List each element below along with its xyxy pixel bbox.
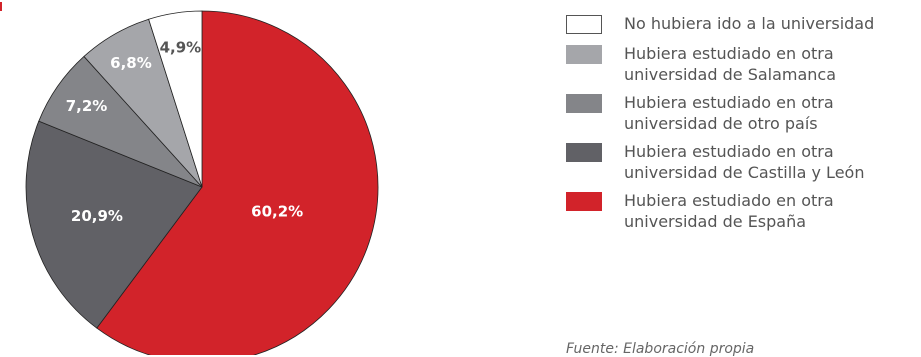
slice-value-label: 7,2% xyxy=(66,97,108,115)
pie-slices xyxy=(25,10,379,355)
legend-swatch xyxy=(566,45,602,64)
legend-label: universidad de Castilla y León xyxy=(624,163,865,182)
legend-label: universidad de España xyxy=(624,212,807,231)
pie-slice xyxy=(148,10,203,188)
legend-label: Hubiera estudiado en otra xyxy=(624,142,834,161)
legend-label: Hubiera estudiado en otra xyxy=(624,191,834,210)
pie-labels: 60,2% 20,9% 7,2% 6,8% 4,9% xyxy=(66,38,303,225)
legend-item: Hubiera estudiado en otra universidad de … xyxy=(566,92,874,134)
legend-label: universidad de otro país xyxy=(624,114,818,133)
legend-swatch xyxy=(566,143,602,162)
legend-item: No hubiera ido a la universidad xyxy=(566,13,874,34)
legend-label: universidad de Salamanca xyxy=(624,65,837,84)
legend-item: Hubiera estudiado en otra universidad de … xyxy=(566,190,874,232)
legend-swatch xyxy=(566,94,602,113)
pie-slice xyxy=(96,10,379,355)
slice-value-label: 20,9% xyxy=(71,207,123,225)
legend-swatch xyxy=(566,192,602,211)
corner-mark xyxy=(0,2,2,11)
slice-value-label: 60,2% xyxy=(251,202,303,220)
pie-slice xyxy=(25,120,203,329)
legend-label: No hubiera ido a la universidad xyxy=(624,14,875,33)
legend-swatch xyxy=(566,15,602,34)
legend-item: Hubiera estudiado en otra universidad de … xyxy=(566,141,874,183)
legend-label: Hubiera estudiado en otra xyxy=(624,44,834,63)
legend-label: Hubiera estudiado en otra xyxy=(624,93,834,112)
legend: No hubiera ido a la universidad Hubiera e… xyxy=(566,13,874,232)
pie-chart: 60,2% 20,9% 7,2% 6,8% 4,9% xyxy=(25,10,379,355)
slice-value-label: 4,9% xyxy=(160,38,202,56)
slice-value-label: 6,8% xyxy=(110,54,152,72)
source-note: Fuente: Elaboración propia xyxy=(566,341,755,357)
legend-item: Hubiera estudiado en otra universidad de … xyxy=(566,43,874,85)
